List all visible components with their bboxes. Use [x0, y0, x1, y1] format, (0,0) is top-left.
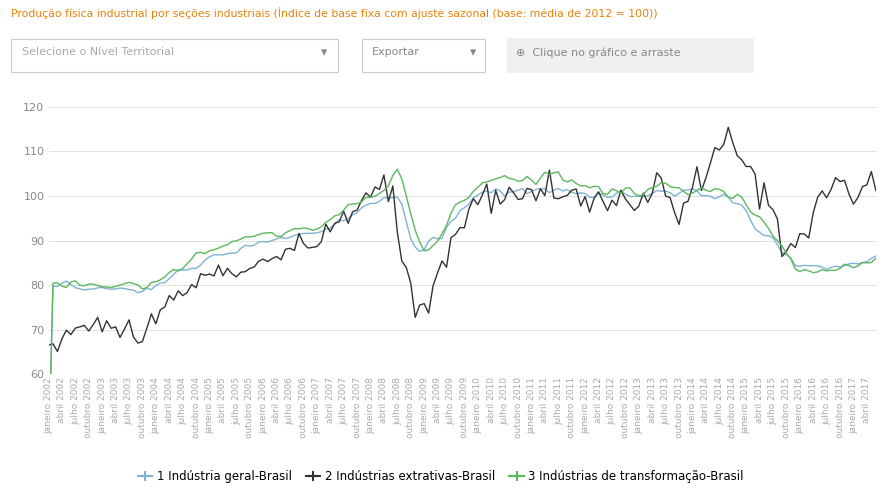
FancyBboxPatch shape: [507, 38, 754, 73]
Text: ▾: ▾: [469, 46, 476, 59]
Text: Selecione o Nível Territorial: Selecione o Nível Territorial: [22, 47, 174, 58]
Legend: 1 Indústria geral-Brasil, 2 Indústrias extrativas-Brasil, 3 Indústrias de transf: 1 Indústria geral-Brasil, 2 Indústrias e…: [133, 465, 749, 488]
Text: Exportar: Exportar: [372, 47, 420, 58]
Text: ⊕  Clique no gráfico e arraste: ⊕ Clique no gráfico e arraste: [516, 47, 681, 58]
Text: Produção física industrial por seções industriais (Índice de base fixa com ajust: Produção física industrial por seções in…: [11, 7, 657, 19]
Text: ▾: ▾: [321, 46, 328, 59]
FancyBboxPatch shape: [362, 39, 485, 71]
FancyBboxPatch shape: [11, 39, 338, 71]
